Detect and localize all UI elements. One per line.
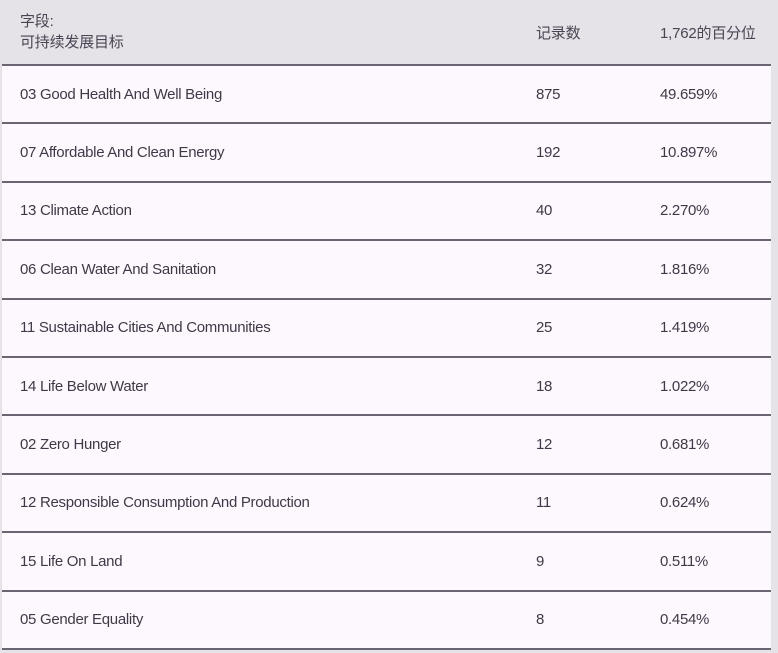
table-row[interactable]: 15 Life On Land 9 0.511% [2,533,771,592]
table-row[interactable]: 05 Gender Equality 8 0.454% [2,591,771,650]
table-row[interactable]: 11 Sustainable Cities And Communities 25… [2,299,771,358]
field-label: 字段: [20,13,54,30]
row-label: 02 Zero Hunger [20,436,121,454]
percentile-column-header: 1,762的百分位 [660,24,756,42]
row-percent: 10.897% [660,144,718,162]
table-row[interactable]: 06 Clean Water And Sanitation 32 1.816% [2,241,771,300]
records-column-header: 记录数 [536,24,581,42]
row-records: 12 [536,436,553,454]
row-label: 12 Responsible Consumption And Productio… [20,494,310,512]
row-label: 07 Affordable And Clean Energy [20,144,225,162]
row-percent: 1.419% [660,319,710,337]
table-row[interactable]: 07 Affordable And Clean Energy 192 10.89… [2,124,771,183]
table-row[interactable]: 14 Life Below Water 18 1.022% [2,357,771,417]
row-records: 40 [536,202,553,220]
table-row[interactable]: 03 Good Health And Well Being 875 49.659… [2,66,771,125]
row-percent: 0.624% [660,494,710,512]
row-percent: 2.270% [660,202,710,220]
field-column-header: 字段: 可持续发展目标 [2,11,536,53]
row-records: 9 [536,552,545,570]
row-percent: 0.454% [660,611,710,629]
row-records: 32 [536,260,553,278]
table-row[interactable]: 02 Zero Hunger 12 0.681% [2,416,771,475]
table-row[interactable]: 12 Responsible Consumption And Productio… [2,474,771,534]
row-percent: 1.022% [660,377,710,395]
row-label: 06 Clean Water And Sanitation [20,260,216,278]
table-header-row: 字段: 可持续发展目标 记录数 1,762的百分位 [2,0,771,66]
row-label: 11 Sustainable Cities And Communities [20,319,271,337]
row-percent: 0.511% [660,552,708,570]
table-row[interactable]: 13 Climate Action 40 2.270% [2,182,771,242]
row-percent: 1.816% [660,260,710,278]
field-name: 可持续发展目标 [20,34,124,51]
row-label: 03 Good Health And Well Being [20,85,222,103]
row-records: 8 [536,611,545,629]
row-percent: 0.681% [660,436,710,454]
row-records: 25 [536,319,553,337]
row-label: 13 Climate Action [20,202,132,220]
row-label: 05 Gender Equality [20,611,144,629]
row-records: 192 [536,144,561,162]
row-label: 15 Life On Land [20,552,123,570]
row-records: 875 [536,85,561,103]
row-records: 18 [536,377,553,395]
table-body: 03 Good Health And Well Being 875 49.659… [2,66,771,650]
row-percent: 49.659% [660,85,718,103]
row-records: 11 [536,494,551,512]
row-label: 14 Life Below Water [20,377,148,395]
